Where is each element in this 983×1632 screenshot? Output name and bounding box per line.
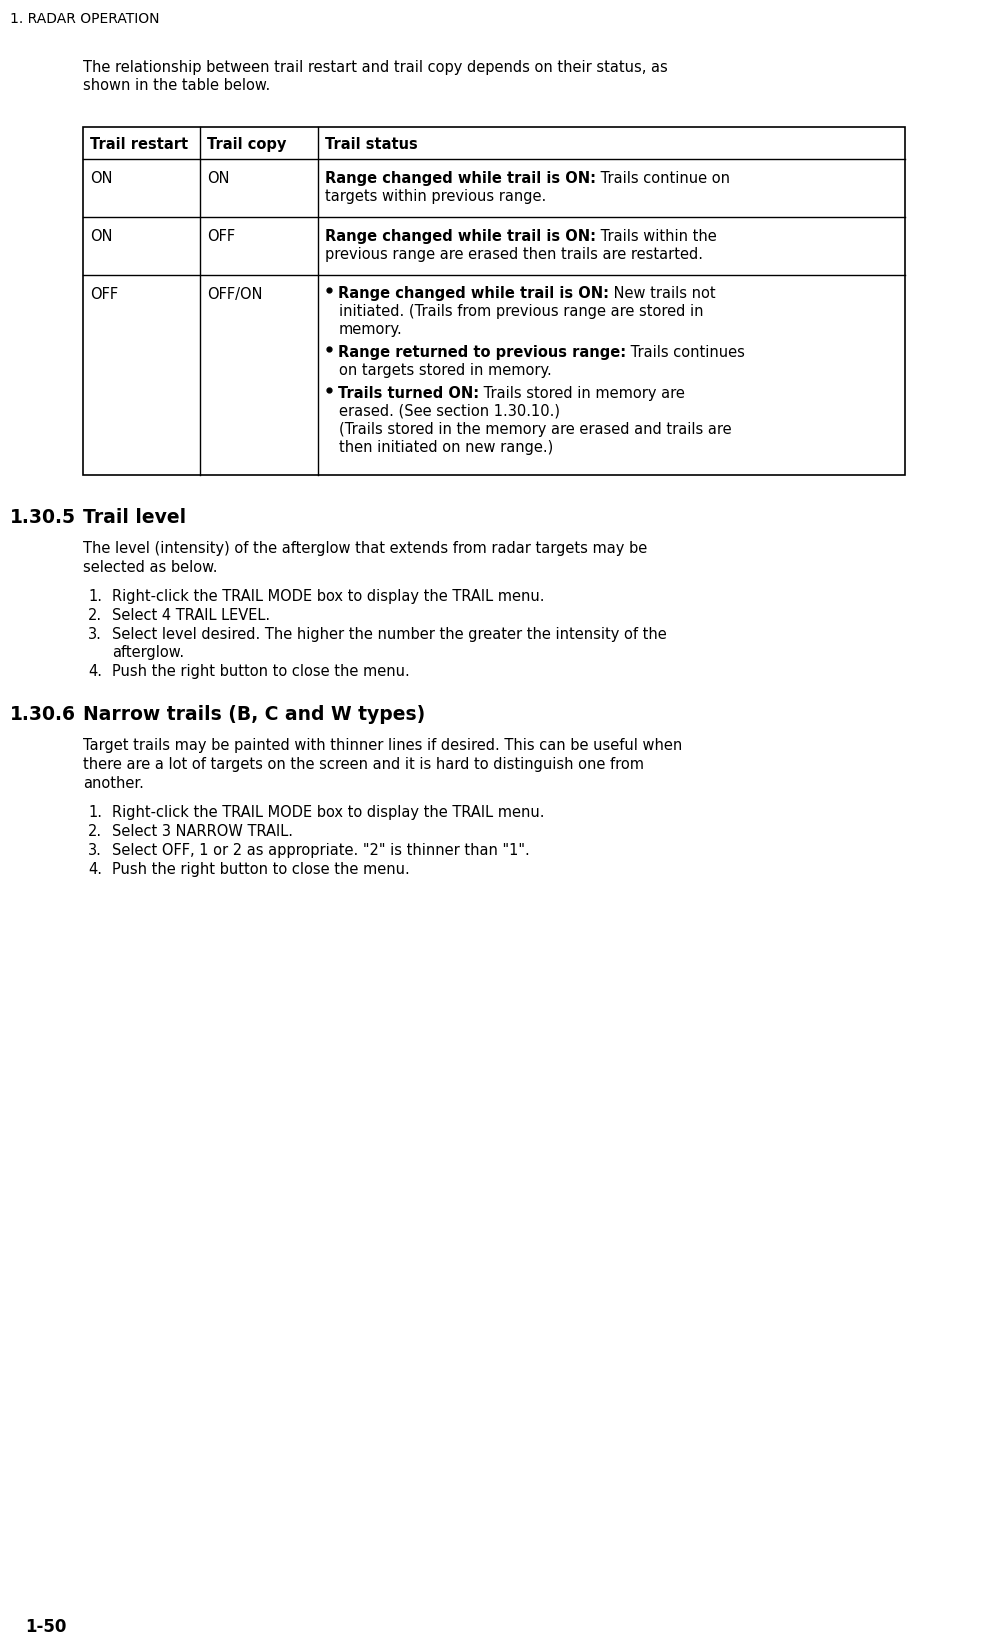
Text: 3.: 3.: [88, 842, 102, 857]
Text: another.: another.: [83, 775, 144, 790]
Text: 4.: 4.: [88, 862, 102, 876]
Text: selected as below.: selected as below.: [83, 560, 217, 574]
Text: OFF/ON: OFF/ON: [207, 287, 262, 302]
Text: on targets stored in memory.: on targets stored in memory.: [339, 362, 551, 377]
Text: there are a lot of targets on the screen and it is hard to distinguish one from: there are a lot of targets on the screen…: [83, 757, 644, 772]
Text: erased. (See section 1.30.10.): erased. (See section 1.30.10.): [339, 403, 560, 419]
Text: Select level desired. The higher the number the greater the intensity of the: Select level desired. The higher the num…: [112, 627, 666, 641]
Text: Range returned to previous range:: Range returned to previous range:: [338, 344, 626, 359]
Text: Select 4 TRAIL LEVEL.: Select 4 TRAIL LEVEL.: [112, 607, 270, 623]
Text: Target trails may be painted with thinner lines if desired. This can be useful w: Target trails may be painted with thinne…: [83, 738, 682, 752]
Bar: [83, 127, 905, 475]
Text: 1.: 1.: [88, 589, 102, 604]
Text: Push the right button to close the menu.: Push the right button to close the menu.: [112, 664, 410, 679]
Text: ON: ON: [207, 171, 229, 186]
Text: New trails not: New trails not: [609, 286, 716, 300]
Text: Trail copy: Trail copy: [207, 137, 286, 152]
Text: Range changed while trail is ON:: Range changed while trail is ON:: [325, 228, 596, 243]
Text: The relationship between trail restart and trail copy depends on their status, a: The relationship between trail restart a…: [83, 60, 667, 75]
Text: ON: ON: [90, 171, 112, 186]
Text: 1.30.5: 1.30.5: [10, 508, 76, 527]
Text: targets within previous range.: targets within previous range.: [325, 189, 547, 204]
Text: 1. RADAR OPERATION: 1. RADAR OPERATION: [10, 11, 159, 26]
Text: shown in the table below.: shown in the table below.: [83, 78, 270, 93]
Text: Trail restart: Trail restart: [90, 137, 188, 152]
Text: 1.: 1.: [88, 805, 102, 819]
Text: 1.30.6: 1.30.6: [10, 705, 76, 723]
Text: 1-50: 1-50: [25, 1617, 67, 1632]
Text: memory.: memory.: [339, 322, 403, 336]
Text: initiated. (Trails from previous range are stored in: initiated. (Trails from previous range a…: [339, 304, 704, 318]
Text: The level (intensity) of the afterglow that extends from radar targets may be: The level (intensity) of the afterglow t…: [83, 540, 647, 555]
Text: ON: ON: [90, 228, 112, 243]
Text: Range changed while trail is ON:: Range changed while trail is ON:: [325, 171, 596, 186]
Text: Select 3 NARROW TRAIL.: Select 3 NARROW TRAIL.: [112, 824, 293, 839]
Text: 4.: 4.: [88, 664, 102, 679]
Text: Trail status: Trail status: [325, 137, 418, 152]
Text: Trail level: Trail level: [83, 508, 186, 527]
Text: (Trails stored in the memory are erased and trails are: (Trails stored in the memory are erased …: [339, 421, 731, 437]
Text: Right-click the TRAIL MODE box to display the TRAIL menu.: Right-click the TRAIL MODE box to displa…: [112, 589, 545, 604]
Text: 2.: 2.: [88, 607, 102, 623]
Text: 3.: 3.: [88, 627, 102, 641]
Text: OFF: OFF: [90, 287, 118, 302]
Text: Range changed while trail is ON:: Range changed while trail is ON:: [338, 286, 609, 300]
Text: Trails turned ON:: Trails turned ON:: [338, 385, 479, 401]
Text: Narrow trails (B, C and W types): Narrow trails (B, C and W types): [83, 705, 426, 723]
Text: Trails continue on: Trails continue on: [596, 171, 730, 186]
Text: Select OFF, 1 or 2 as appropriate. "2" is thinner than "1".: Select OFF, 1 or 2 as appropriate. "2" i…: [112, 842, 530, 857]
Text: OFF: OFF: [207, 228, 235, 243]
Text: Trails within the: Trails within the: [596, 228, 717, 243]
Text: then initiated on new range.): then initiated on new range.): [339, 439, 553, 455]
Text: afterglow.: afterglow.: [112, 645, 184, 659]
Text: Trails stored in memory are: Trails stored in memory are: [479, 385, 685, 401]
Text: Trails continues: Trails continues: [626, 344, 745, 359]
Text: Push the right button to close the menu.: Push the right button to close the menu.: [112, 862, 410, 876]
Text: previous range are erased then trails are restarted.: previous range are erased then trails ar…: [325, 246, 703, 261]
Text: Right-click the TRAIL MODE box to display the TRAIL menu.: Right-click the TRAIL MODE box to displa…: [112, 805, 545, 819]
Text: 2.: 2.: [88, 824, 102, 839]
